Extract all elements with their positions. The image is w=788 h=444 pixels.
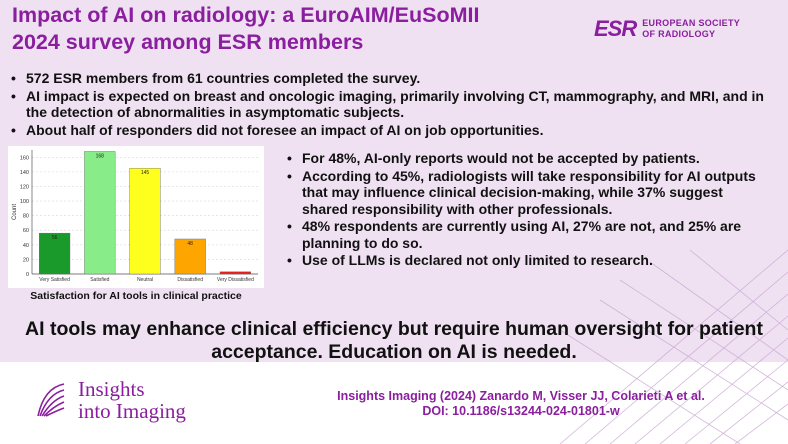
y-tick-label: 40 xyxy=(23,243,29,249)
chart-caption: Satisfaction for AI tools in clinical pr… xyxy=(30,290,242,302)
result-bullet: 48% respondents are currently using AI, … xyxy=(280,218,770,251)
x-tick-label: Very Dissatisfied xyxy=(217,277,254,283)
y-tick-label: 60 xyxy=(23,228,29,234)
bar xyxy=(84,151,116,275)
result-bullet: For 48%, AI-only reports would not be ac… xyxy=(280,150,770,167)
data-label: 48 xyxy=(187,241,193,247)
esr-logo-mark: ESR xyxy=(594,16,637,41)
finding-bullet: 572 ESR members from 61 countries comple… xyxy=(4,70,764,87)
journal-name-line2: into Imaging xyxy=(78,399,186,423)
x-tick-label: Neutral xyxy=(137,277,153,283)
y-tick-label: 160 xyxy=(20,155,29,161)
finding-bullet: AI impact is expected on breast and onco… xyxy=(4,88,764,121)
y-tick-label: 20 xyxy=(23,257,29,263)
journal-name-line1: Insights xyxy=(78,377,145,401)
y-tick-label: 0 xyxy=(26,272,29,278)
esr-logo: ESR EUROPEAN SOCIETY OF RADIOLOGY xyxy=(594,16,740,42)
y-tick-label: 120 xyxy=(20,184,29,190)
bar xyxy=(129,168,161,275)
finding-bullet: About half of responders did not foresee… xyxy=(4,122,764,139)
esr-logo-line1: EUROPEAN SOCIETY xyxy=(642,18,741,28)
page-title: Impact of AI on radiology: a EuroAIM/EuS… xyxy=(12,3,480,54)
data-label: 56 xyxy=(52,235,58,241)
y-tick-label: 100 xyxy=(20,199,29,205)
x-tick-label: Satisfied xyxy=(90,277,109,283)
key-findings-list: 572 ESR members from 61 countries comple… xyxy=(4,70,764,139)
bar xyxy=(219,271,251,275)
x-tick-label: Dissatisfied xyxy=(177,277,203,283)
conclusion-text: AI tools may enhance clinical efficiency… xyxy=(25,318,763,363)
survey-results-list: For 48%, AI-only reports would not be ac… xyxy=(280,150,770,270)
y-axis-label: Count xyxy=(12,204,18,220)
y-tick-label: 80 xyxy=(23,214,29,220)
journal-name: Insights into Imaging xyxy=(78,378,186,422)
doi-link[interactable]: DOI: 10.1186/s13244-024-01801-w xyxy=(422,404,620,418)
citation-line1: Insights Imaging (2024) Zanardo M, Visse… xyxy=(337,389,705,403)
data-label: 145 xyxy=(141,170,150,176)
citation: Insights Imaging (2024) Zanardo M, Visse… xyxy=(296,389,746,419)
journal-logo: Insights into Imaging xyxy=(34,378,186,422)
satisfaction-chart: 0 20 40 60 80 100 120 140 160 Count 56 Very Satisfi… xyxy=(8,146,264,288)
data-label: 168 xyxy=(96,153,105,159)
x-tick-label: Very Satisfied xyxy=(39,277,70,283)
chart-canvas: 0 20 40 60 80 100 120 140 160 Count 56 Very Satisfi… xyxy=(12,150,258,283)
y-tick-label: 140 xyxy=(20,170,29,176)
result-bullet: According to 45%, radiologists will take… xyxy=(280,168,770,218)
journal-logo-icon xyxy=(37,383,65,417)
bar xyxy=(174,238,206,275)
bar xyxy=(39,232,71,275)
esr-logo-text: EUROPEAN SOCIETY OF RADIOLOGY xyxy=(642,18,740,40)
result-bullet: Use of LLMs is declared not only limited… xyxy=(280,252,770,269)
esr-logo-line2: OF RADIOLOGY xyxy=(642,29,716,39)
